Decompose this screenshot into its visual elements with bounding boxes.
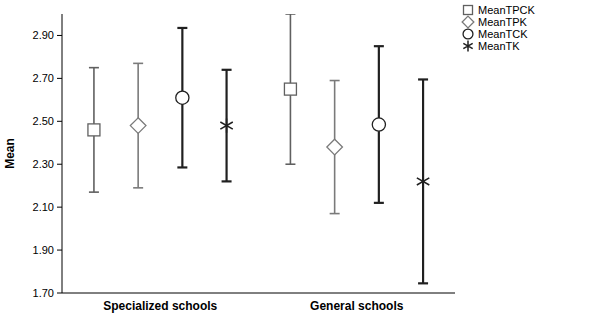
error-bar-cap [177,166,187,168]
error-bar-cap [222,69,232,71]
y-tick [57,250,62,251]
error-bar [89,68,99,192]
chart: 1.70 1.90 2.10 2.30 2.50 2.70 2.90 Mean Speciali… [0,0,591,319]
y-tick-label: 2.10 [33,201,54,213]
error-bar-cap [89,191,99,193]
error-bar-cap [89,67,99,69]
y-tick [57,207,62,208]
mean-marker [372,118,385,131]
error-bar-cap [133,63,143,65]
y-tick [57,164,62,165]
legend-label: MeanTK [478,40,520,52]
mean-marker [176,91,189,104]
y-tick [57,78,62,79]
x-tick-label: General schools [310,299,404,313]
mean-marker [220,118,232,132]
y-axis-label: Mean [3,138,17,169]
error-bar-cap [133,187,143,189]
error-bar-cap [330,213,340,215]
error-bar-cap [222,180,232,182]
legend-marker [464,6,473,15]
error-bar-cap [418,78,428,80]
y-tick-label: 2.50 [33,115,54,127]
x-axis [62,293,455,294]
mean-marker [417,174,429,188]
legend-marker [462,16,474,28]
y-tick [57,293,62,294]
error-bar-cap [374,45,384,47]
y-tick-label: 2.30 [33,158,54,170]
y-tick-label: 2.90 [33,29,54,41]
mean-marker [130,118,146,134]
legend-label: MeanTPCK [478,4,536,16]
mean-marker [284,83,296,95]
error-bar-cap [418,282,428,284]
x-tick-label: Specialized schools [103,299,217,313]
y-tick-label: 1.70 [33,287,54,299]
y-tick-label: 1.90 [33,244,54,256]
legend-marker [463,41,472,52]
error-bar-cap [330,80,340,82]
error-bar-cap [285,163,295,165]
error-bar-cap [374,202,384,204]
error-bar-cap [177,27,187,29]
mean-marker [88,124,100,136]
error-bar [285,14,295,164]
y-axis [62,14,63,293]
mean-marker [327,139,343,155]
legend-label: MeanTPK [478,16,528,28]
y-tick [57,35,62,36]
y-tick [57,121,62,122]
error-bar-cap [285,14,295,15]
plot-area [88,14,429,283]
y-tick-label: 2.70 [33,72,54,84]
legend-marker [463,29,473,39]
legend-label: MeanTCK [478,28,528,40]
